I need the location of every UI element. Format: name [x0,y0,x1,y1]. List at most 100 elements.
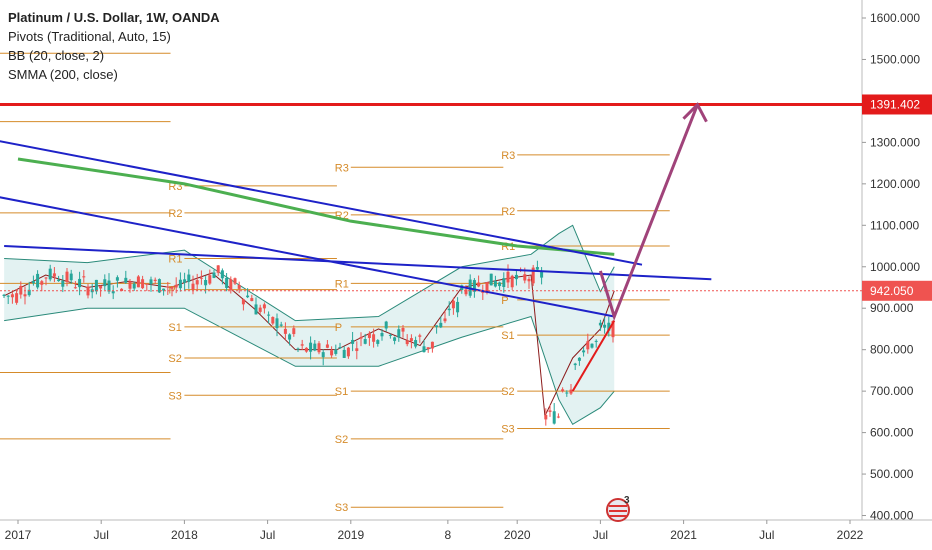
candle-body [258,307,262,312]
candle-body [372,334,376,342]
candle-body [334,349,338,354]
x-tick-label: 2019 [337,528,364,542]
candle-body [199,277,203,279]
legend-title: Platinum / U.S. Dollar, 1W, OANDA [8,10,220,25]
candle-body [271,317,275,324]
y-tick-label: 1500.000 [870,52,920,66]
candle-body [132,283,136,289]
pivot-label: R1 [335,278,349,290]
candle-body [472,280,476,292]
candle-body [262,304,266,309]
candle-body [220,270,224,279]
candle-body [355,348,359,352]
candle-body [254,304,258,315]
y-tick-label: 1300.000 [870,135,920,149]
candle-body [57,279,61,282]
candle-body [141,279,145,289]
candle-body [598,322,602,326]
trendline [0,196,615,318]
candle-body [376,340,380,344]
x-tick-label: Jul [94,528,109,542]
projection-arrow [598,104,699,322]
candle-body [502,278,506,288]
candle-body [82,276,86,278]
candle-body [237,284,241,289]
candle-body [149,279,153,285]
candle-body [267,314,271,316]
pivot-label: S1 [168,322,181,334]
x-tick-label: 2020 [504,528,531,542]
candle-body [204,279,208,286]
candle-body [342,349,346,358]
candle-body [44,277,48,279]
candle-body [170,287,174,289]
last-price-box [862,280,932,301]
candle-body [317,343,321,353]
candle-body [321,352,325,358]
candle-body [523,274,527,281]
trendline [4,245,712,281]
y-tick-label: 1600.000 [870,11,920,25]
pivot-label: S3 [168,390,181,402]
candle-body [61,280,65,287]
candle-body [183,279,187,283]
candle-body [246,295,250,298]
candle-body [464,289,468,295]
candle-body [594,340,598,342]
x-tick-label: 2018 [171,528,198,542]
candle-body [590,343,594,348]
candle-body [225,277,229,288]
price-series [2,260,615,426]
support-line [571,320,616,392]
candle-body [426,347,430,350]
candle-body [107,280,111,292]
legend-smma[interactable]: SMMA (200, close) [8,67,118,82]
y-tick-label: 400.000 [870,509,914,523]
flag-stripe-1 [609,505,627,507]
candle-body [103,279,107,287]
bollinger-fill [4,225,615,425]
candle-body [527,278,531,282]
candle-body [187,274,191,282]
legend: Platinum / U.S. Dollar, 1W, OANDA Pivots… [8,8,220,84]
projection-arrowhead [682,102,708,123]
pivot-label: S3 [335,502,348,514]
resistance-price-label: 1391.402 [870,97,920,111]
pivot-label: S2 [168,353,181,365]
candle-body [430,341,434,349]
candle-body [439,322,443,328]
legend-pivots[interactable]: Pivots (Traditional, Auto, 15) [8,29,171,44]
candle-body [573,363,577,366]
candle-body [216,265,220,273]
pivot-label: R3 [335,162,349,174]
candle-body [388,334,392,336]
candle-body [565,392,569,394]
pivot-label: P [335,322,342,334]
candle-body [535,267,539,270]
candle-body [128,281,132,289]
candle-body [191,283,195,290]
candle-body [73,287,77,289]
candle-body [313,343,317,351]
candle-body [493,280,497,287]
candle-body [145,283,149,285]
y-tick-label: 800.000 [870,343,914,357]
x-tick-label: 2022 [837,528,864,542]
candle-body [195,280,199,285]
y-tick-label: 900.000 [870,301,914,315]
candle-body [31,281,35,284]
candle-body [19,286,23,295]
flag-badge-count: 3 [624,495,630,506]
candle-body [208,275,212,284]
y-tick-label: 1100.000 [870,218,919,232]
candle-body [15,293,19,303]
flag-badge: 3 [606,495,630,522]
candle-body [338,347,342,349]
candle-body [380,332,384,337]
x-tick-label: Jul [260,528,275,542]
candle-body [292,328,296,335]
candle-body [309,342,313,352]
candle-body [330,350,334,356]
legend-bb[interactable]: BB (20, close, 2) [8,48,105,63]
